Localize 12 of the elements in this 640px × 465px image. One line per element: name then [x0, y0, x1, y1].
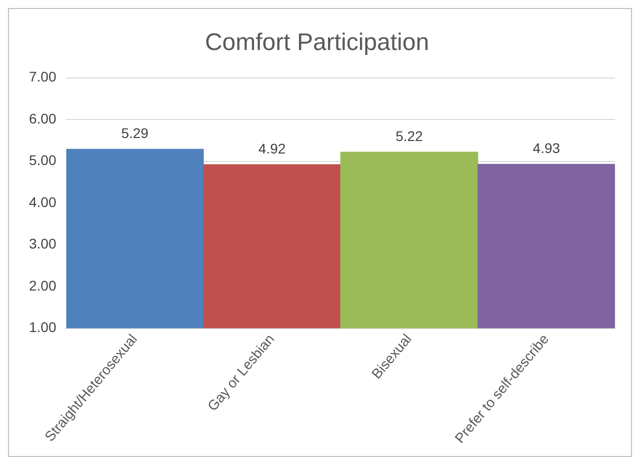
y-tick-label: 7.00: [29, 68, 56, 85]
y-tick-label: 2.00: [29, 277, 56, 294]
y-tick-label: 3.00: [29, 236, 56, 252]
y-tick-label: 1.00: [29, 319, 56, 336]
data-label: 5.29: [121, 125, 149, 142]
data-label: 4.93: [532, 140, 560, 156]
y-tick-label: 5.00: [29, 152, 56, 168]
y-tick-label: 4.00: [29, 194, 56, 210]
data-label: 4.92: [258, 140, 286, 156]
y-tick-label: 6.00: [29, 110, 56, 126]
data-label: 5.22: [396, 128, 424, 144]
chart-title: Comfort Participation: [204, 29, 430, 56]
